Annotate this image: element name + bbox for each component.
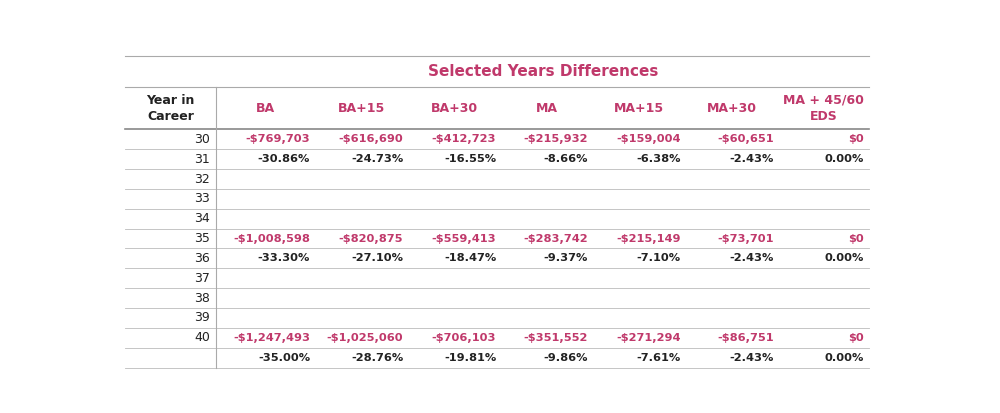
Text: BA+15: BA+15: [338, 102, 385, 115]
Text: -$1,025,060: -$1,025,060: [327, 333, 403, 343]
Text: $0: $0: [849, 134, 864, 144]
Text: -19.81%: -19.81%: [444, 353, 496, 363]
Text: 30: 30: [194, 133, 210, 146]
Text: 37: 37: [194, 272, 210, 285]
Text: -28.76%: -28.76%: [351, 353, 403, 363]
Text: -9.37%: -9.37%: [543, 254, 588, 263]
Text: -$1,008,598: -$1,008,598: [233, 233, 310, 244]
Text: -9.86%: -9.86%: [543, 353, 588, 363]
Text: -$351,552: -$351,552: [523, 333, 588, 343]
Text: -$73,701: -$73,701: [717, 233, 774, 244]
Text: 39: 39: [194, 311, 210, 325]
Text: 32: 32: [194, 173, 210, 185]
Text: -$412,723: -$412,723: [432, 134, 496, 144]
Text: -$159,004: -$159,004: [616, 134, 681, 144]
Text: 0.00%: 0.00%: [825, 154, 864, 164]
Text: -$559,413: -$559,413: [432, 233, 496, 244]
Text: -$616,690: -$616,690: [338, 134, 403, 144]
Text: -$820,875: -$820,875: [339, 233, 403, 244]
Text: Year in
Career: Year in Career: [147, 94, 195, 123]
Text: 35: 35: [194, 232, 210, 245]
Text: -$769,703: -$769,703: [246, 134, 310, 144]
Text: -2.43%: -2.43%: [729, 353, 774, 363]
Text: 34: 34: [194, 212, 210, 225]
Text: -33.30%: -33.30%: [258, 254, 310, 263]
Text: Selected Years Differences: Selected Years Differences: [428, 64, 658, 79]
Text: -$706,103: -$706,103: [432, 333, 496, 343]
Text: BA+30: BA+30: [431, 102, 478, 115]
Text: BA: BA: [256, 102, 275, 115]
Text: -$271,294: -$271,294: [616, 333, 681, 343]
Text: -30.86%: -30.86%: [258, 154, 310, 164]
Text: -35.00%: -35.00%: [258, 353, 310, 363]
Text: 31: 31: [194, 153, 210, 166]
Text: -$60,651: -$60,651: [717, 134, 774, 144]
Text: 40: 40: [194, 331, 210, 344]
Text: -6.38%: -6.38%: [636, 154, 681, 164]
Text: -2.43%: -2.43%: [729, 254, 774, 263]
Text: -2.43%: -2.43%: [729, 154, 774, 164]
Text: 0.00%: 0.00%: [825, 353, 864, 363]
Text: 0.00%: 0.00%: [825, 254, 864, 263]
Text: -$1,247,493: -$1,247,493: [233, 333, 310, 343]
Text: MA + 45/60
EDS: MA + 45/60 EDS: [783, 94, 864, 123]
Text: MA: MA: [536, 102, 558, 115]
Text: -7.10%: -7.10%: [637, 254, 681, 263]
Text: -$215,932: -$215,932: [523, 134, 588, 144]
Text: -7.61%: -7.61%: [636, 353, 681, 363]
Text: -18.47%: -18.47%: [444, 254, 496, 263]
Text: 33: 33: [194, 192, 210, 205]
Text: 36: 36: [194, 252, 210, 265]
Text: -16.55%: -16.55%: [444, 154, 496, 164]
Text: 38: 38: [194, 292, 210, 305]
Text: $0: $0: [849, 333, 864, 343]
Text: -$283,742: -$283,742: [523, 233, 588, 244]
Text: MA+30: MA+30: [707, 102, 757, 115]
Text: -24.73%: -24.73%: [351, 154, 403, 164]
Text: -$86,751: -$86,751: [717, 333, 774, 343]
Text: -27.10%: -27.10%: [351, 254, 403, 263]
Text: -8.66%: -8.66%: [543, 154, 588, 164]
Text: MA+15: MA+15: [614, 102, 664, 115]
Text: $0: $0: [849, 233, 864, 244]
Text: -$215,149: -$215,149: [616, 233, 681, 244]
